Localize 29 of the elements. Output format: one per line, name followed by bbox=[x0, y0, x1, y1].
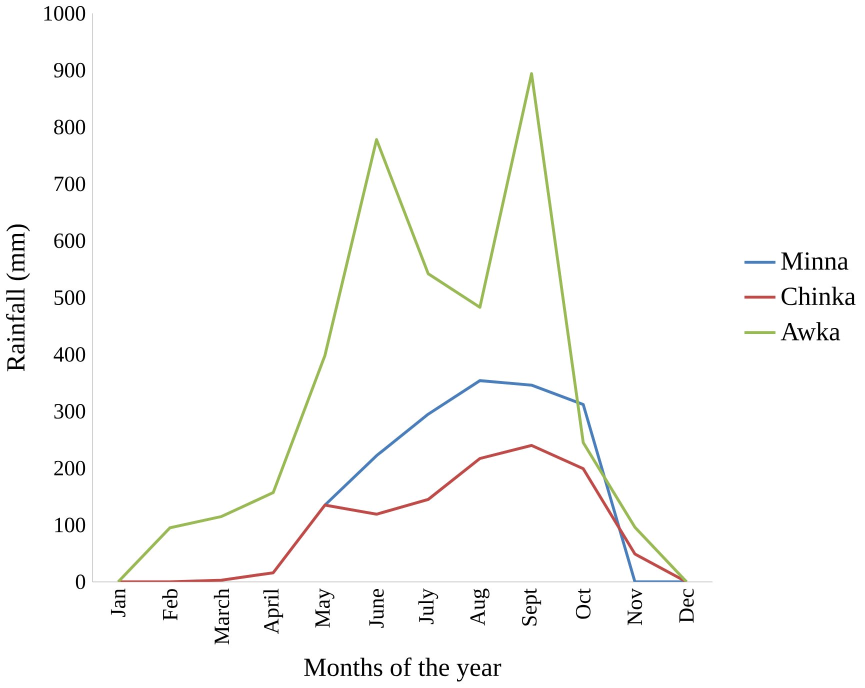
x-tick-label: July bbox=[418, 588, 438, 624]
x-tick-label: Jan bbox=[110, 588, 126, 618]
y-tick-label: 1000 bbox=[44, 6, 86, 21]
y-tick-label: 500 bbox=[54, 290, 86, 306]
legend-label: Awka bbox=[780, 322, 840, 341]
y-tick-label: 600 bbox=[54, 234, 86, 248]
x-tick-label: Sept bbox=[522, 588, 542, 626]
x-tick-label: March bbox=[214, 588, 230, 645]
x-tick-label: May bbox=[315, 588, 334, 628]
y-tick-label: 200 bbox=[54, 461, 86, 476]
legend-label: Minna bbox=[781, 252, 848, 270]
y-tick-label: 800 bbox=[54, 120, 86, 135]
y-tick-label: 100 bbox=[55, 518, 86, 533]
x-tick-label: Oct bbox=[576, 588, 591, 620]
x-tick-label: Dec bbox=[679, 589, 694, 623]
x-axis-title: Months of the year bbox=[304, 658, 502, 682]
x-tick-label: Aug bbox=[470, 588, 490, 626]
x-tick-label: April bbox=[263, 588, 284, 634]
line-series bbox=[116, 72, 688, 582]
x-tick-label: Feb bbox=[162, 589, 178, 620]
legend-label: Chinka bbox=[782, 287, 856, 306]
y-tick-label: 400 bbox=[54, 347, 86, 362]
x-tick-label: Nov bbox=[628, 588, 642, 626]
y-tick-label: 0 bbox=[76, 574, 86, 590]
y-tick-label: 900 bbox=[54, 63, 86, 78]
y-axis-title: Rainfall (mm) bbox=[6, 224, 30, 372]
x-tick-label: June bbox=[369, 589, 384, 628]
y-tick-label: 300 bbox=[54, 404, 86, 419]
y-tick-label: 700 bbox=[54, 176, 86, 192]
